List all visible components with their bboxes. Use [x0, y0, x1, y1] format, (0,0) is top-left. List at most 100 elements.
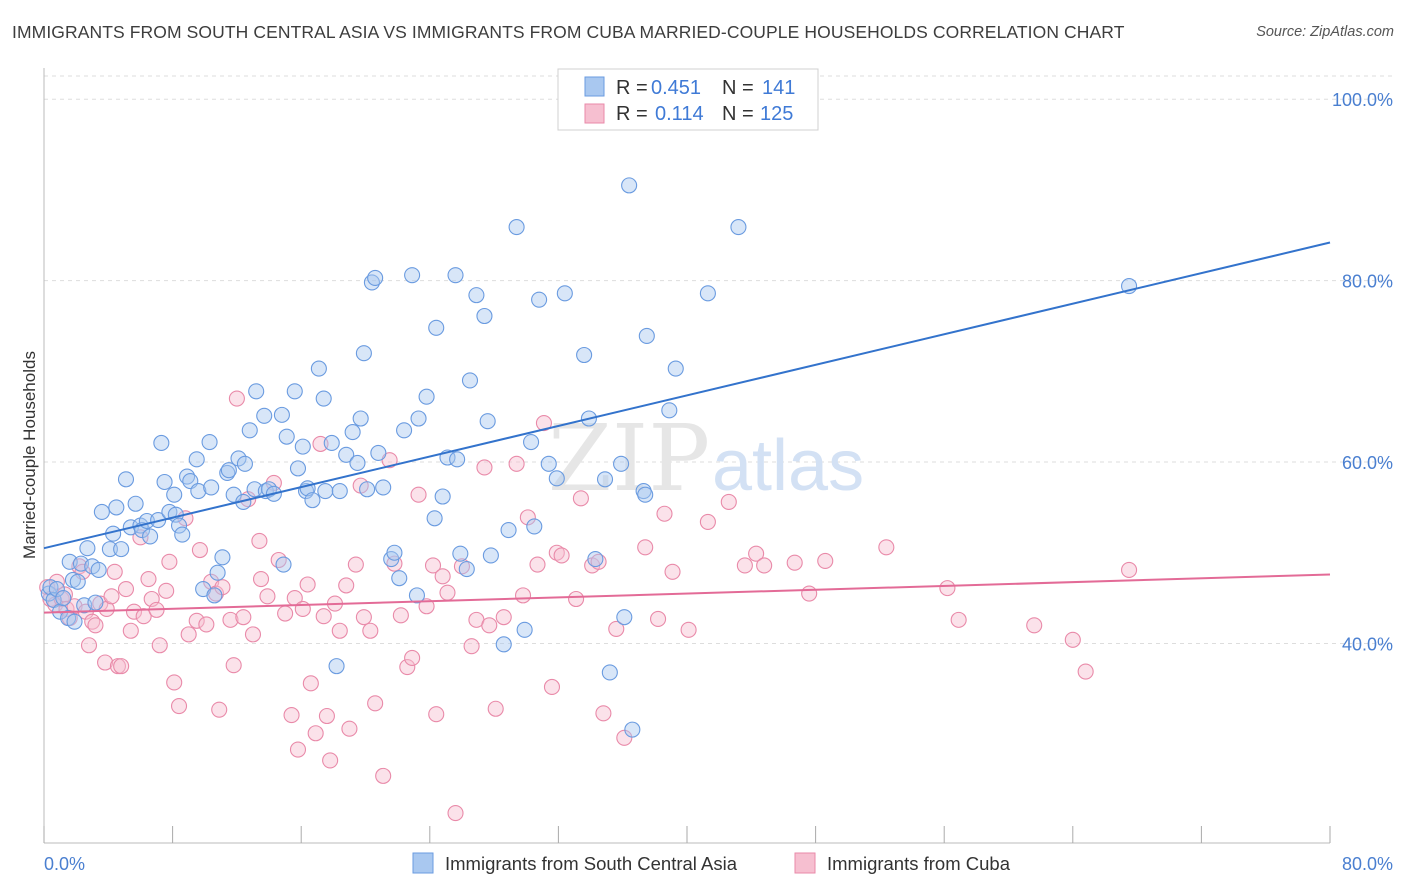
cuba-point [151, 637, 168, 654]
south-central-asia-point [48, 580, 65, 598]
trend-line-south-central-asia [43, 241, 1331, 550]
south-central-asia-point [531, 291, 548, 308]
south-central-asia-point [576, 346, 593, 364]
cuba-point [616, 729, 633, 746]
south-central-asia-point [117, 471, 135, 488]
cuba-point [720, 493, 737, 510]
cuba-point [170, 697, 188, 715]
cuba-point [140, 570, 157, 588]
cuba-point [125, 603, 143, 620]
cuba-point [341, 720, 358, 737]
south-central-asia-point [153, 434, 170, 452]
cuba-point [756, 557, 773, 574]
south-central-asia-point [637, 486, 654, 503]
south-central-asia-point [236, 455, 253, 472]
south-central-asia-point [418, 388, 435, 405]
cuba-point [191, 541, 208, 559]
cuba-point [535, 414, 552, 432]
south-central-asia-point [540, 455, 557, 472]
south-central-asia-point [289, 460, 307, 477]
south-central-asia-point [201, 434, 218, 451]
cuba-point [404, 649, 421, 667]
south-central-asia-point [352, 410, 369, 427]
cuba-point [568, 590, 585, 608]
south-central-asia-point [396, 422, 413, 439]
x-tick-label-min: 0.0% [44, 854, 85, 874]
cuba-point [322, 752, 339, 769]
south-central-asia-point [601, 664, 618, 681]
cuba-point [122, 622, 139, 639]
cuba-point [878, 539, 895, 556]
south-central-asia-point [624, 721, 641, 738]
cuba-point [198, 616, 215, 633]
south-central-asia-point [113, 541, 130, 558]
legend-label-cuba: Immigrants from Cuba [827, 853, 1011, 874]
series-cuba-points [39, 390, 1138, 822]
cuba-point [481, 617, 498, 634]
south-central-asia-point [241, 422, 258, 439]
cuba-point [225, 657, 242, 674]
cuba-point [244, 626, 262, 643]
south-central-asia-point [391, 570, 408, 587]
cuba-point [801, 585, 818, 602]
south-central-asia-point [87, 594, 104, 611]
south-central-asia-point [275, 556, 292, 573]
south-central-asia-point [452, 545, 469, 562]
cuba-point [347, 556, 364, 573]
south-central-asia-point [408, 587, 425, 604]
cuba-point [434, 568, 451, 585]
south-central-asia-point [220, 462, 237, 479]
south-central-asia-point [323, 434, 340, 452]
south-central-asia-point [548, 470, 565, 487]
south-central-asia-point [310, 360, 327, 377]
south-central-asia-point [42, 579, 59, 596]
south-central-asia-point [214, 549, 231, 566]
south-central-asia-point [190, 483, 207, 500]
south-central-asia-point [359, 481, 376, 498]
cuba-point [289, 741, 307, 758]
south-central-asia-point [328, 658, 345, 675]
south-central-asia-point [349, 454, 366, 471]
trend-lines [43, 241, 1331, 614]
south-central-asia-point [523, 434, 540, 451]
south-central-asia-point [482, 547, 499, 564]
cuba-point [214, 579, 231, 596]
south-central-asia-point [55, 590, 72, 607]
cuba-point [355, 609, 372, 626]
cuba-point [453, 558, 471, 575]
south-central-asia-point [367, 269, 384, 286]
south-central-asia-point [170, 517, 188, 534]
south-central-asia-point [638, 327, 655, 345]
cuba-point [950, 611, 967, 628]
cuba-point [476, 459, 493, 476]
south-central-asia-point [219, 464, 236, 481]
cuba-point [87, 617, 104, 634]
watermark-zip: ZIP [548, 405, 710, 512]
south-central-asia-point [79, 540, 96, 557]
cuba-point [650, 610, 667, 628]
south-central-asia-point [556, 285, 573, 302]
south-central-asia-point [69, 573, 86, 590]
chart-title: IMMIGRANTS FROM SOUTH CENTRAL ASIA VS IM… [12, 22, 1125, 42]
south-central-asia-point [516, 621, 533, 638]
cuba-point [180, 626, 197, 643]
cuba-point [699, 513, 716, 530]
x-tick-labels: 0.0% 80.0% [44, 854, 1393, 874]
cuba-point [113, 658, 130, 675]
south-central-asia-point [142, 528, 159, 545]
cuba-point [487, 700, 504, 717]
legend-n-label-2: N = [722, 103, 754, 125]
south-central-asia-point [386, 544, 403, 561]
cuba-point [463, 638, 480, 655]
south-central-asia-point [256, 407, 273, 424]
legend-r-value-1: 0.451 [651, 77, 701, 99]
cuba-point [338, 577, 355, 594]
south-central-asia-point [447, 267, 464, 284]
south-central-asia-point [479, 413, 496, 430]
y-tick-label: 60.0% [1342, 453, 1393, 473]
cuba-point [410, 486, 427, 503]
legend-swatch-south-central-asia [412, 852, 434, 874]
cuba-point [1077, 663, 1094, 680]
south-central-asia-point [370, 444, 387, 462]
